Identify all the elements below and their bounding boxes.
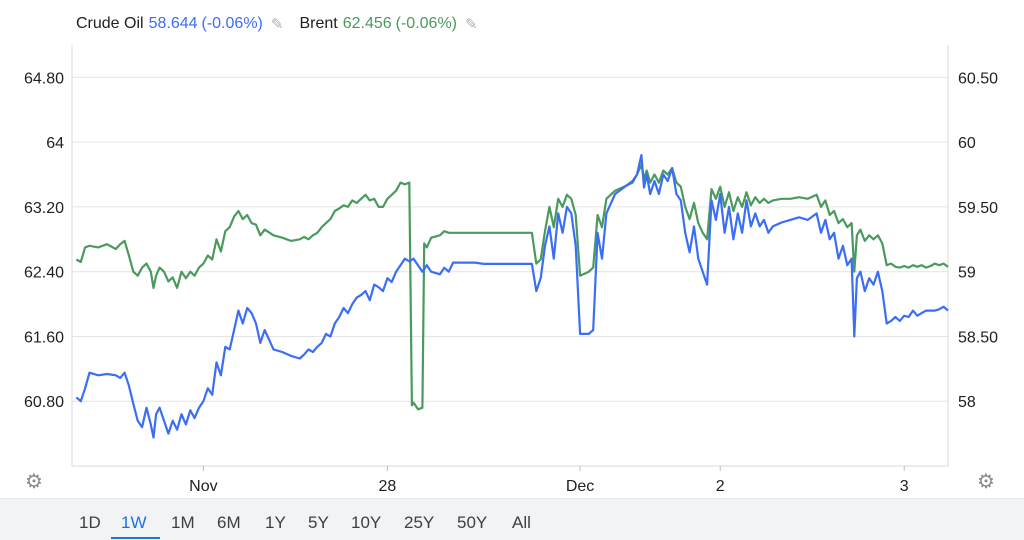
pencil-icon[interactable]: ✎ <box>270 16 284 33</box>
right-y-tick-label: 60 <box>958 135 976 152</box>
gear-icon[interactable]: ⚙ <box>977 471 995 493</box>
range-1m-button[interactable]: 1M <box>171 513 195 532</box>
legend-item-brent[interactable]: Brent 62.456 (-0.06%) ✎ <box>299 15 483 33</box>
legend-item-crude-oil[interactable]: Crude Oil 58.644 (-0.06%) ✎ <box>76 15 289 33</box>
range-10y-button[interactable]: 10Y <box>351 513 382 532</box>
left-y-tick-label: 64.80 <box>24 70 64 87</box>
range-selector: 1D 1W 1M 6M 1Y 5Y 10Y 25Y 50Y All <box>0 498 1024 540</box>
series-line-brent[interactable] <box>75 163 949 411</box>
series-lines[interactable] <box>75 154 949 439</box>
range-50y-button[interactable]: 50Y <box>457 513 488 532</box>
left-y-tick-label: 62.40 <box>24 265 64 282</box>
legend-name: Brent <box>299 15 338 32</box>
right-y-axis: 60.50 60 59.50 59 58.50 58 <box>958 70 998 411</box>
active-range-indicator <box>111 537 160 539</box>
range-1w-button[interactable]: 1W <box>121 513 147 532</box>
legend-value: 62.456 <box>342 15 392 32</box>
legend-name: Crude Oil <box>76 15 144 32</box>
legend-change: (-0.06%) <box>201 15 263 32</box>
range-all-button[interactable]: All <box>512 513 531 532</box>
range-5y-button[interactable]: 5Y <box>308 513 329 532</box>
x-tick-label: Nov <box>189 478 217 495</box>
line-chart: 64.80 64 63.20 62.40 61.60 60.80 60.50 60 59.50… <box>24 45 998 495</box>
range-1d-button[interactable]: 1D <box>79 513 101 532</box>
right-y-tick-label: 58.50 <box>958 329 998 346</box>
right-y-tick-label: 59.50 <box>958 200 998 217</box>
grid-lines <box>71 45 949 471</box>
range-25y-button[interactable]: 25Y <box>404 513 435 532</box>
x-tick-label: 28 <box>378 478 396 495</box>
pencil-icon[interactable]: ✎ <box>465 16 478 33</box>
left-y-tick-label: 63.20 <box>24 200 64 217</box>
left-y-tick-label: 61.60 <box>24 329 64 346</box>
gear-icon[interactable]: ⚙ <box>25 471 43 493</box>
legend-change: (-0.06%) <box>395 15 457 32</box>
right-y-tick-label: 60.50 <box>958 70 998 87</box>
legend-value: 58.644 <box>148 15 198 32</box>
x-tick-label: Dec <box>566 478 594 495</box>
x-tick-label: 3 <box>900 478 909 495</box>
x-axis: Nov 28 Dec 2 3 <box>189 478 909 495</box>
x-tick-label: 2 <box>716 478 725 495</box>
chart-legend: Crude Oil 58.644 (-0.06%) ✎ Brent 62.456… <box>76 15 494 33</box>
left-y-axis: 64.80 64 63.20 62.40 61.60 60.80 <box>24 70 64 411</box>
range-6m-button[interactable]: 6M <box>217 513 241 532</box>
left-y-tick-label: 64 <box>46 135 64 152</box>
series-line-crude-oil[interactable] <box>75 154 949 439</box>
left-y-tick-label: 60.80 <box>24 394 64 411</box>
range-1y-button[interactable]: 1Y <box>265 513 286 532</box>
right-y-tick-label: 59 <box>958 265 976 282</box>
right-y-tick-label: 58 <box>958 394 976 411</box>
